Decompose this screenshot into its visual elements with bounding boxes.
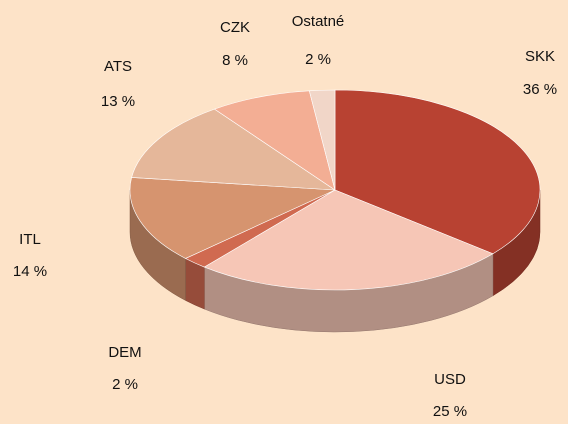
category-label: ITL [19,231,41,248]
slice [129,177,336,259]
value-label: 8 % [222,52,248,69]
value-label: 14 % [13,263,47,280]
slice [131,108,337,191]
value-label: 2 % [112,376,138,393]
value-label: 2 % [305,51,331,68]
slice [213,90,336,191]
slice [308,89,336,191]
category-label: Ostatné [292,13,345,30]
category-label: CZK [220,19,250,36]
value-label: 25 % [433,403,467,420]
value-label: 13 % [101,93,135,110]
value-label: 36 % [523,81,557,98]
slice [203,189,494,291]
category-label: SKK [525,48,555,65]
category-label: USD [434,371,466,388]
slice [334,89,541,255]
category-label: DEM [108,344,141,361]
category-label: ATS [104,58,132,75]
